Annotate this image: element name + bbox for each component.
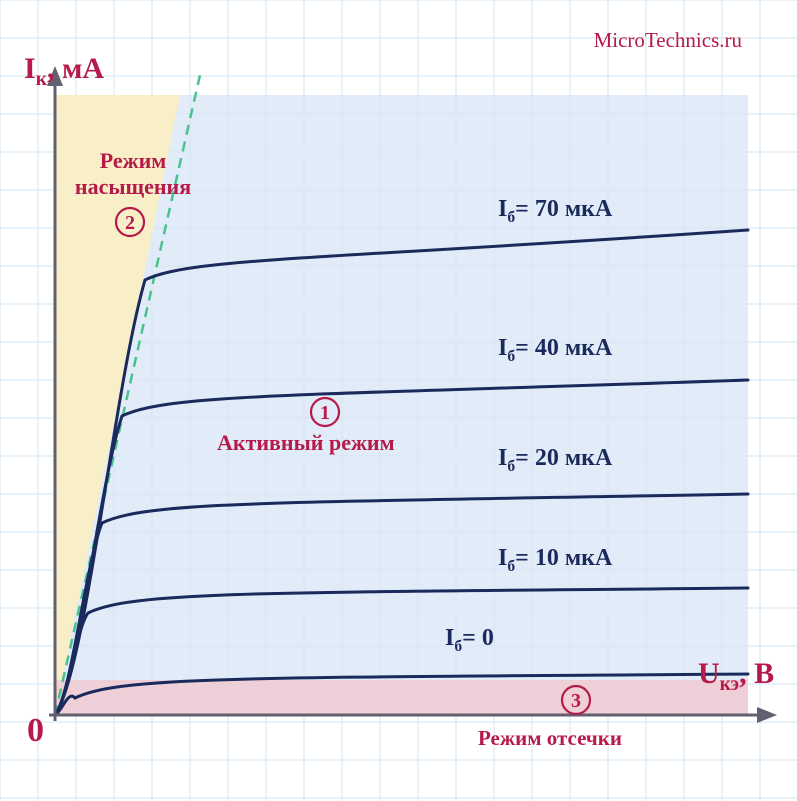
svg-text:1: 1 — [320, 402, 330, 424]
transistor-output-characteristics-chart: 123 MicroTechnics.ru Iк, мА Uкэ, В 0 Реж… — [0, 0, 797, 801]
chart-canvas: 1 2 3 — [0, 0, 797, 801]
svg-text:2: 2 — [125, 212, 135, 234]
svg-text:3: 3 — [571, 690, 581, 712]
